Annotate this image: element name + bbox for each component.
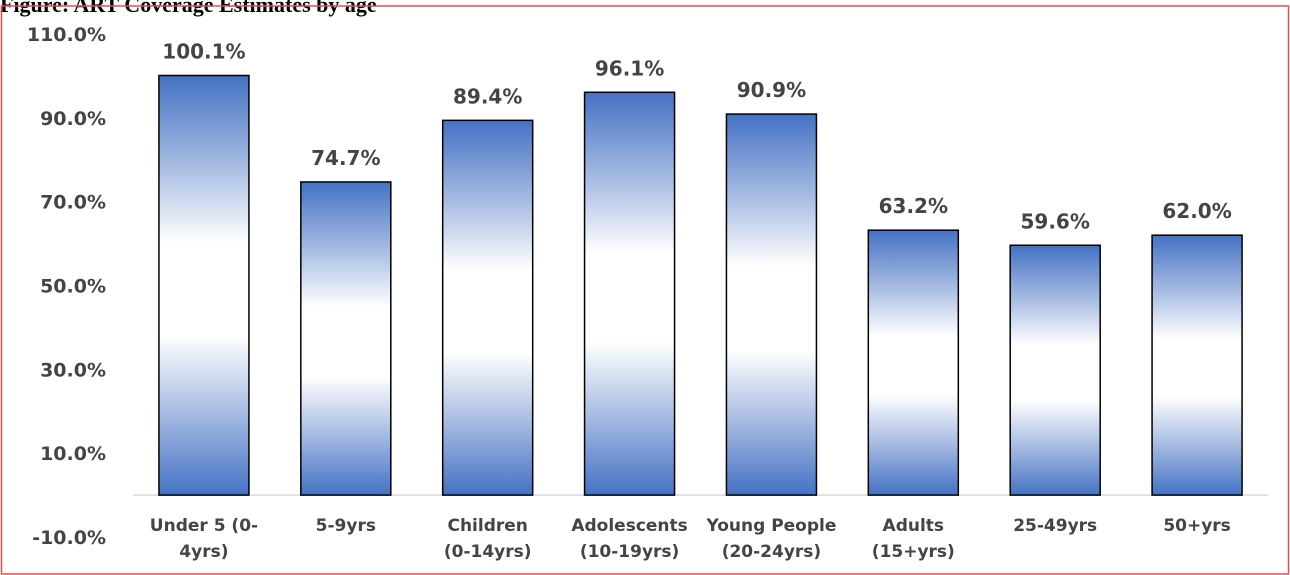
bar bbox=[300, 181, 392, 496]
y-tick-label: 70.0% bbox=[40, 192, 106, 214]
bar bbox=[158, 74, 250, 496]
data-label: 74.7% bbox=[311, 146, 380, 170]
x-tick-label: Adults (15+yrs) bbox=[872, 516, 955, 562]
y-tick-label: 30.0% bbox=[40, 359, 106, 381]
y-tick-label: 90.0% bbox=[40, 108, 106, 130]
x-tick-label: Children (0-14yrs) bbox=[444, 516, 532, 562]
data-label: 89.4% bbox=[453, 84, 522, 108]
x-tick-label: Under 5 (0-4yrs) bbox=[150, 516, 258, 562]
chart-border bbox=[0, 5, 1290, 575]
y-tick-label: 10.0% bbox=[40, 443, 106, 465]
x-tick-label: Adolescents (10-19yrs) bbox=[571, 516, 687, 562]
y-tick-label: 50.0% bbox=[40, 276, 106, 298]
data-label: 62.0% bbox=[1162, 199, 1231, 223]
x-tick-label: Young People (20-24yrs) bbox=[705, 516, 836, 562]
data-label: 90.9% bbox=[737, 78, 806, 102]
bar bbox=[441, 119, 534, 496]
bar bbox=[725, 113, 818, 496]
data-label: 63.2% bbox=[879, 194, 948, 218]
data-label: 96.1% bbox=[595, 56, 664, 80]
bar bbox=[867, 229, 960, 496]
x-tick-label: 5-9yrs bbox=[316, 516, 376, 536]
bar bbox=[1009, 244, 1101, 496]
chart-caption: Figure: ART Coverage Estimates by age bbox=[0, 0, 377, 17]
data-label: 59.6% bbox=[1020, 209, 1089, 233]
x-tick-label: 50+yrs bbox=[1163, 516, 1231, 536]
bar bbox=[583, 91, 676, 496]
data-label: 100.1% bbox=[162, 39, 245, 63]
x-tick-label: 25-49yrs bbox=[1013, 516, 1097, 536]
x-axis: Under 5 (0-4yrs) 5-9yrs Children (0-14yrs) A… bbox=[150, 516, 1231, 562]
bars: 100.1% 74.7% 89.4% 96.1% 90.9% 63.2% 59.6% 62.0… bbox=[158, 39, 1243, 496]
y-axis: 110.0% 90.0% 70.0% 50.0% 30.0% 10.0% -10.0% bbox=[27, 24, 106, 549]
y-tick-label: 110.0% bbox=[27, 24, 106, 46]
bar bbox=[1151, 234, 1243, 496]
y-tick-label: -10.0% bbox=[32, 527, 106, 549]
